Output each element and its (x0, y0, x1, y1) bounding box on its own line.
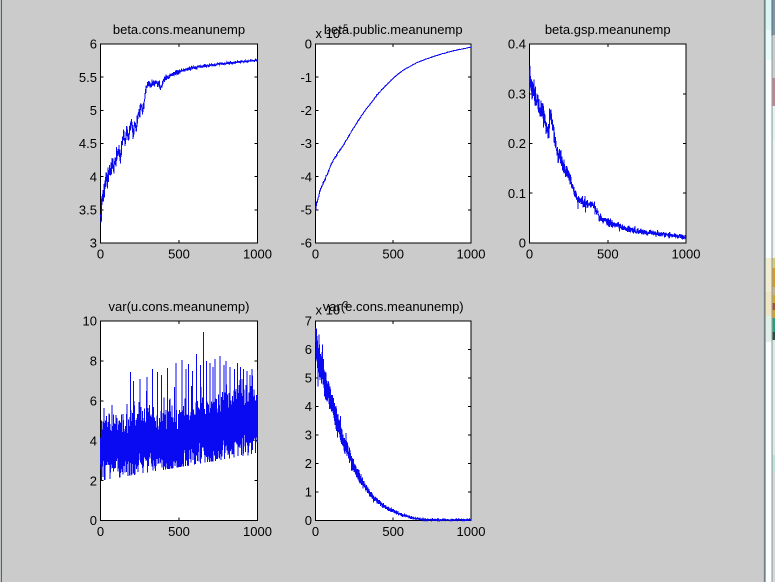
svg-text:5: 5 (305, 371, 312, 386)
svg-text:4: 4 (90, 169, 97, 184)
svg-text:500: 500 (382, 247, 404, 262)
svg-text:0: 0 (305, 37, 312, 52)
svg-text:6: 6 (305, 342, 312, 357)
svg-text:0: 0 (90, 513, 97, 528)
svg-text:-1: -1 (300, 70, 312, 85)
svg-text:0.4: 0.4 (508, 37, 526, 52)
svg-text:beta.cons.meanunemp: beta.cons.meanunemp (113, 22, 245, 37)
svg-text:1000: 1000 (457, 524, 486, 539)
svg-text:4: 4 (90, 433, 97, 448)
svg-text:500: 500 (382, 524, 404, 539)
svg-text:-3: -3 (300, 136, 312, 151)
svg-text:-6: -6 (300, 236, 312, 251)
svg-text:x 10-5: x 10-5 (316, 23, 349, 41)
svg-text:x 10-3: x 10-3 (316, 300, 349, 318)
svg-text:var(u.cons.meanunemp): var(u.cons.meanunemp) (109, 299, 250, 314)
svg-text:1000: 1000 (243, 247, 272, 262)
svg-text:0.1: 0.1 (508, 186, 526, 201)
svg-text:1: 1 (305, 485, 312, 500)
svg-text:6: 6 (90, 394, 97, 409)
svg-text:4: 4 (305, 399, 312, 414)
svg-text:0: 0 (526, 247, 533, 262)
svg-text:500: 500 (597, 247, 619, 262)
svg-text:5.5: 5.5 (79, 70, 97, 85)
svg-text:3.5: 3.5 (79, 203, 97, 218)
svg-text:var(e.cons.meanunemp): var(e.cons.meanunemp) (323, 299, 464, 314)
svg-text:8: 8 (90, 354, 97, 369)
svg-text:beta.public.meanunemp: beta.public.meanunemp (324, 22, 463, 37)
svg-text:1000: 1000 (672, 247, 701, 262)
svg-text:500: 500 (168, 247, 190, 262)
svg-text:0.2: 0.2 (508, 136, 526, 151)
svg-text:0: 0 (519, 236, 526, 251)
svg-text:3: 3 (305, 428, 312, 443)
svg-text:1000: 1000 (243, 524, 272, 539)
svg-text:0: 0 (97, 247, 104, 262)
svg-text:-4: -4 (300, 169, 312, 184)
svg-text:0: 0 (312, 524, 319, 539)
svg-text:beta.gsp.meanunemp: beta.gsp.meanunemp (545, 22, 671, 37)
svg-text:5: 5 (90, 103, 97, 118)
svg-text:-2: -2 (300, 103, 312, 118)
svg-text:0: 0 (97, 524, 104, 539)
svg-text:-5: -5 (300, 203, 312, 218)
svg-text:2: 2 (305, 456, 312, 471)
svg-text:500: 500 (168, 524, 190, 539)
svg-text:3: 3 (90, 236, 97, 251)
svg-text:0: 0 (312, 247, 319, 262)
svg-text:6: 6 (90, 37, 97, 52)
svg-text:0.3: 0.3 (508, 87, 526, 102)
svg-text:2: 2 (90, 473, 97, 488)
svg-text:7: 7 (305, 314, 312, 329)
svg-text:10: 10 (83, 314, 97, 329)
svg-text:1000: 1000 (457, 247, 486, 262)
svg-text:0: 0 (305, 513, 312, 528)
svg-text:4.5: 4.5 (79, 136, 97, 151)
